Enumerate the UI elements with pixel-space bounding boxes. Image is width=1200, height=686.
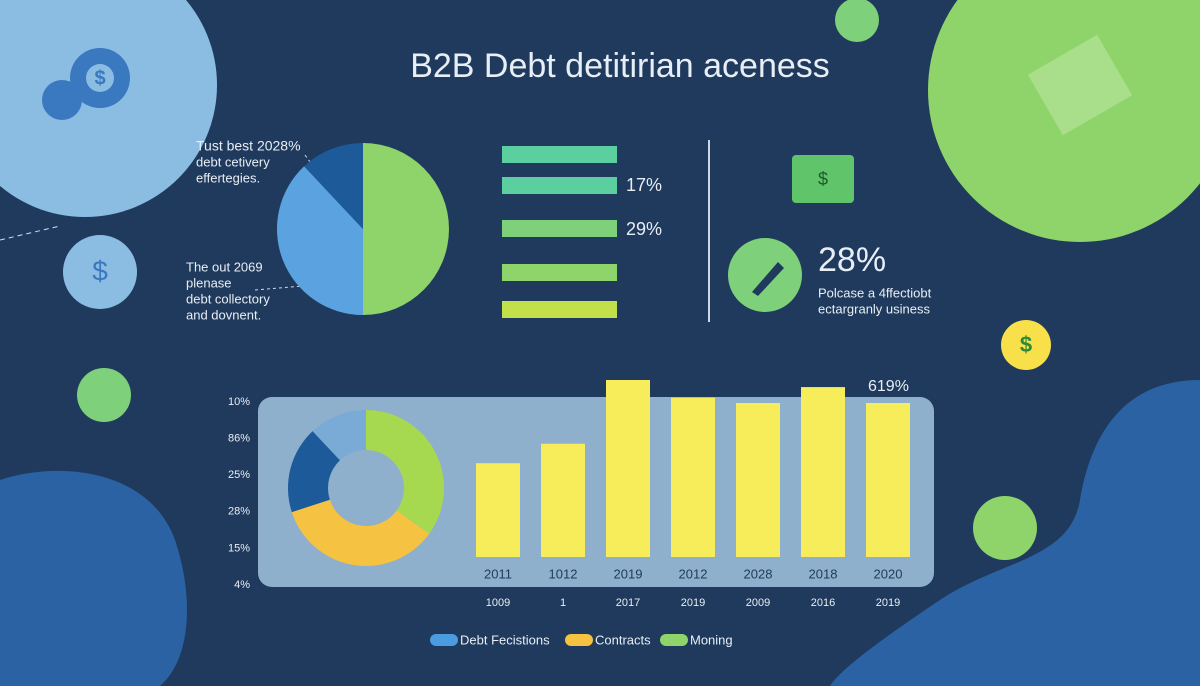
slice: [288, 431, 340, 513]
legend-label: Debt Fecistions: [460, 632, 550, 647]
dollar-circle: [1001, 320, 1051, 370]
note: Tust best 2028%: [196, 138, 301, 154]
note: plenase: [186, 275, 232, 290]
x-sub-label: 1: [560, 597, 566, 609]
note: debt collectory: [186, 291, 270, 306]
legend-swatch: [430, 634, 458, 646]
deco-circle: [973, 496, 1037, 560]
dollar-icon: $: [1020, 332, 1032, 357]
stat-text: ectargranly usiness: [818, 301, 930, 316]
deco-circle: [77, 368, 131, 422]
slice: [312, 410, 366, 461]
y-axis-label: 28%: [228, 506, 250, 518]
x-sub-label: 2009: [746, 597, 770, 609]
deco-circle: [728, 238, 802, 312]
y-axis-label: 15%: [228, 542, 250, 554]
legend-swatch: [660, 634, 688, 646]
note: The out 2069: [186, 259, 263, 274]
deco-blob: [830, 380, 1200, 686]
x-sub-label: 2019: [876, 597, 900, 609]
bar: [801, 387, 845, 557]
y-axis-label: 4%: [234, 579, 250, 591]
bar-label: 17%: [626, 175, 662, 195]
bar: [671, 397, 715, 557]
stat-value: 28%: [818, 241, 886, 279]
note: effertegies.: [196, 170, 260, 185]
x-sub-label: 2016: [811, 597, 835, 609]
bar: [541, 443, 585, 557]
bar: [866, 403, 910, 557]
x-tick-label: 2020: [874, 566, 903, 581]
y-axis-label: 86%: [228, 433, 250, 445]
hbar: [502, 264, 617, 281]
slice: [363, 143, 449, 315]
x-tick-label: 2018: [809, 566, 838, 581]
x-sub-label: 2019: [681, 597, 705, 609]
gear-hole: [86, 64, 114, 92]
x-tick-label: 2019: [614, 566, 643, 581]
slice: [304, 143, 363, 229]
deco-blob: [0, 470, 187, 686]
dollar-icon: $: [818, 169, 828, 189]
slice: [276, 166, 363, 315]
legend-label: Moning: [690, 632, 733, 647]
x-tick-label: 2011: [484, 566, 512, 581]
annotation: 619%: [868, 378, 909, 395]
hbar: [502, 220, 617, 237]
stat-text: Polcase a 4ffectiobt: [818, 285, 932, 300]
x-tick-label: 1012: [549, 566, 578, 581]
x-sub-label: 2017: [616, 597, 640, 609]
document-icon: [1027, 34, 1133, 136]
bar: [476, 463, 520, 557]
deco-circle: [835, 0, 879, 42]
y-axis-label: 25%: [228, 469, 250, 481]
note: debt cetivery: [196, 154, 270, 169]
slice: [366, 410, 444, 534]
hbar: [502, 177, 617, 194]
arrow-icon: [752, 262, 784, 296]
legend-swatch: [565, 634, 593, 646]
dollar-circle: [63, 235, 137, 309]
bar-label: 29%: [626, 219, 662, 239]
bar: [606, 380, 650, 557]
x-sub-label: 1009: [486, 597, 510, 609]
legend-label: Contracts: [595, 632, 651, 647]
bar: [736, 403, 780, 557]
deco-circle: [0, 0, 217, 217]
hbar: [502, 146, 617, 163]
slice: [291, 499, 430, 566]
dollar-icon: $: [94, 67, 105, 89]
y-axis-label: 10%: [228, 396, 250, 408]
hbar: [502, 301, 617, 318]
dollar-icon: $: [92, 255, 108, 286]
note: and dovnent.: [186, 307, 261, 322]
x-tick-label: 2028: [744, 566, 773, 581]
x-tick-label: 2012: [679, 566, 708, 581]
deco-dash: [0, 225, 61, 241]
title: B2B Debt detitirian aceness: [410, 47, 830, 85]
money-icon: [792, 155, 854, 203]
